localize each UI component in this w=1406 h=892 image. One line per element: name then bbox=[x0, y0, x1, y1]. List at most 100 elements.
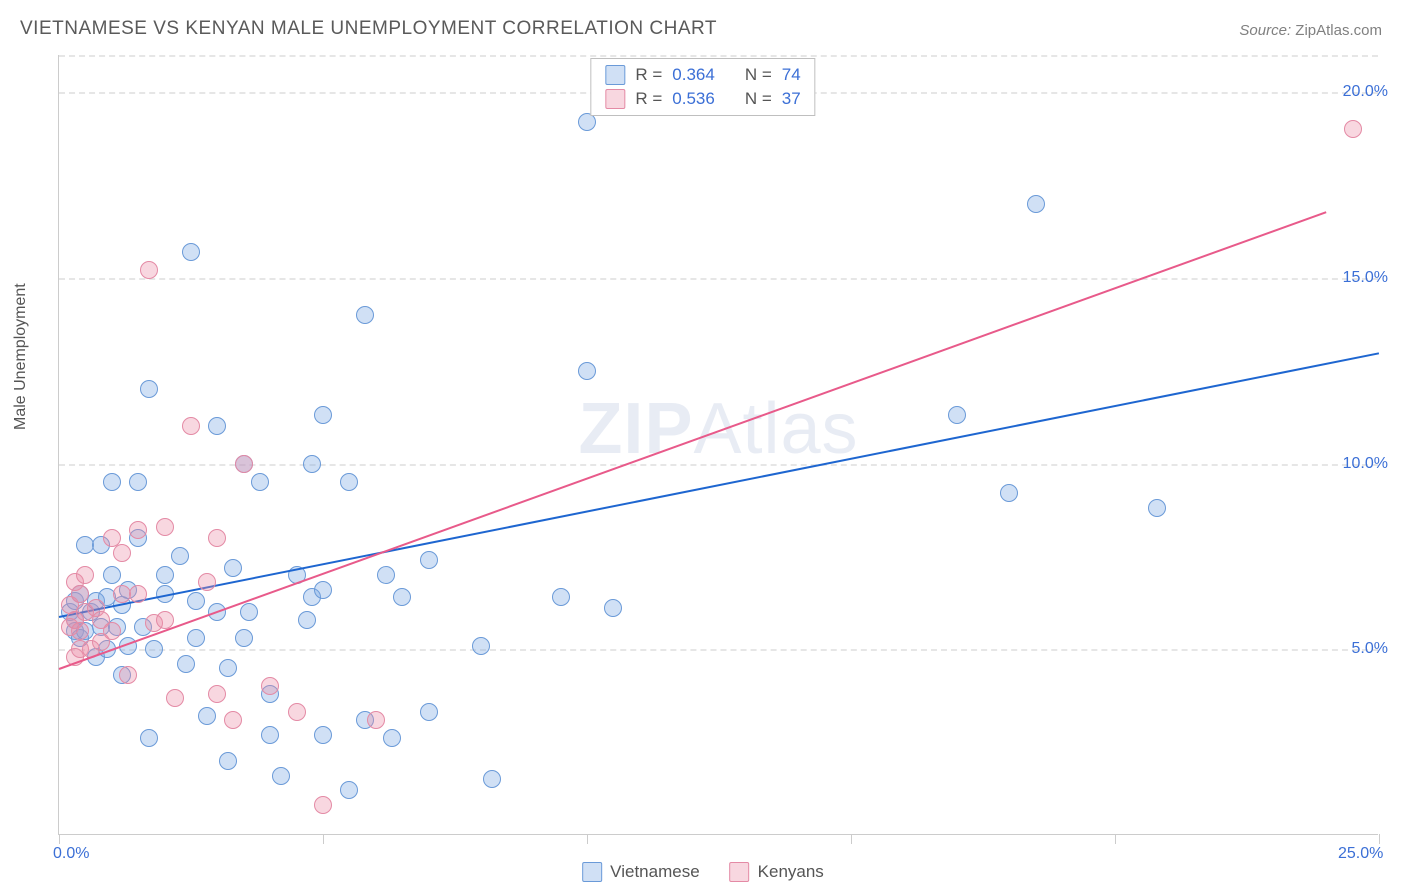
plot-area: ZIPAtlas bbox=[58, 55, 1378, 835]
data-point-kenyans bbox=[367, 711, 385, 729]
source-label: Source: bbox=[1239, 22, 1291, 39]
data-point-vietnamese bbox=[198, 707, 216, 725]
data-point-vietnamese bbox=[948, 406, 966, 424]
data-point-kenyans bbox=[235, 455, 253, 473]
data-point-vietnamese bbox=[578, 362, 596, 380]
x-tick-label: 25.0% bbox=[1338, 845, 1383, 863]
y-tick-label: 20.0% bbox=[1343, 83, 1388, 101]
watermark-bold: ZIP bbox=[578, 389, 693, 469]
correlation-legend: R = 0.364 N = 74 R = 0.536 N = 37 bbox=[590, 58, 815, 116]
data-point-kenyans bbox=[224, 711, 242, 729]
data-point-kenyans bbox=[182, 417, 200, 435]
data-point-vietnamese bbox=[472, 637, 490, 655]
data-point-vietnamese bbox=[377, 566, 395, 584]
data-point-vietnamese bbox=[187, 592, 205, 610]
data-point-vietnamese bbox=[251, 473, 269, 491]
data-point-kenyans bbox=[103, 622, 121, 640]
data-point-kenyans bbox=[119, 666, 137, 684]
data-point-kenyans bbox=[113, 544, 131, 562]
data-point-kenyans bbox=[76, 566, 94, 584]
trendline-kenyans bbox=[59, 211, 1327, 670]
x-tick bbox=[1115, 834, 1116, 844]
data-point-vietnamese bbox=[103, 566, 121, 584]
r-value-vietnamese: 0.364 bbox=[672, 65, 715, 85]
source-name: ZipAtlas.com bbox=[1295, 22, 1382, 39]
y-axis-label: Male Unemployment bbox=[12, 283, 30, 430]
y-tick-label: 5.0% bbox=[1352, 640, 1388, 658]
legend-swatch-vietnamese bbox=[582, 862, 602, 882]
data-point-kenyans bbox=[314, 796, 332, 814]
data-point-vietnamese bbox=[314, 726, 332, 744]
gridline bbox=[59, 464, 1378, 466]
legend-row-kenyans: R = 0.536 N = 37 bbox=[605, 87, 800, 111]
data-point-vietnamese bbox=[340, 473, 358, 491]
data-point-vietnamese bbox=[340, 781, 358, 799]
x-tick bbox=[851, 834, 852, 844]
n-label: N = bbox=[745, 89, 772, 109]
x-tick bbox=[323, 834, 324, 844]
x-tick bbox=[1379, 834, 1380, 844]
n-value-vietnamese: 74 bbox=[782, 65, 801, 85]
gridline bbox=[59, 649, 1378, 651]
x-tick-label: 0.0% bbox=[53, 845, 89, 863]
chart-container: VIETNAMESE VS KENYAN MALE UNEMPLOYMENT C… bbox=[0, 0, 1406, 892]
data-point-vietnamese bbox=[1000, 484, 1018, 502]
data-point-kenyans bbox=[198, 573, 216, 591]
gridline bbox=[59, 278, 1378, 280]
data-point-vietnamese bbox=[208, 417, 226, 435]
data-point-kenyans bbox=[71, 622, 89, 640]
data-point-vietnamese bbox=[182, 243, 200, 261]
n-value-kenyans: 37 bbox=[782, 89, 801, 109]
data-point-vietnamese bbox=[314, 406, 332, 424]
data-point-kenyans bbox=[208, 685, 226, 703]
data-point-kenyans bbox=[288, 703, 306, 721]
legend-swatch-kenyans bbox=[605, 89, 625, 109]
data-point-vietnamese bbox=[171, 547, 189, 565]
data-point-kenyans bbox=[166, 689, 184, 707]
data-point-vietnamese bbox=[145, 640, 163, 658]
data-point-kenyans bbox=[1344, 120, 1362, 138]
r-value-kenyans: 0.536 bbox=[672, 89, 715, 109]
data-point-vietnamese bbox=[219, 752, 237, 770]
legend-swatch-kenyans bbox=[730, 862, 750, 882]
legend-swatch-vietnamese bbox=[605, 65, 625, 85]
data-point-vietnamese bbox=[393, 588, 411, 606]
data-point-vietnamese bbox=[483, 770, 501, 788]
data-point-vietnamese bbox=[383, 729, 401, 747]
data-point-vietnamese bbox=[140, 380, 158, 398]
data-point-vietnamese bbox=[240, 603, 258, 621]
source-attribution: Source: ZipAtlas.com bbox=[1239, 22, 1382, 39]
y-tick-label: 15.0% bbox=[1343, 269, 1388, 287]
data-point-vietnamese bbox=[224, 559, 242, 577]
chart-title: VIETNAMESE VS KENYAN MALE UNEMPLOYMENT C… bbox=[20, 18, 717, 40]
data-point-vietnamese bbox=[272, 767, 290, 785]
watermark-light: Atlas bbox=[693, 389, 858, 469]
data-point-kenyans bbox=[140, 261, 158, 279]
data-point-vietnamese bbox=[552, 588, 570, 606]
data-point-kenyans bbox=[129, 585, 147, 603]
data-point-vietnamese bbox=[420, 551, 438, 569]
data-point-kenyans bbox=[129, 521, 147, 539]
data-point-kenyans bbox=[156, 611, 174, 629]
data-point-vietnamese bbox=[129, 473, 147, 491]
series-legend: Vietnamese Kenyans bbox=[582, 862, 824, 882]
gridline bbox=[59, 55, 1378, 57]
y-tick-label: 10.0% bbox=[1343, 455, 1388, 473]
data-point-vietnamese bbox=[177, 655, 195, 673]
data-point-vietnamese bbox=[156, 566, 174, 584]
data-point-vietnamese bbox=[604, 599, 622, 617]
data-point-vietnamese bbox=[1027, 195, 1045, 213]
data-point-vietnamese bbox=[298, 611, 316, 629]
data-point-vietnamese bbox=[140, 729, 158, 747]
legend-row-vietnamese: R = 0.364 N = 74 bbox=[605, 63, 800, 87]
legend-label-kenyans: Kenyans bbox=[758, 862, 824, 882]
data-point-kenyans bbox=[261, 677, 279, 695]
data-point-kenyans bbox=[71, 585, 89, 603]
r-label: R = bbox=[635, 65, 662, 85]
data-point-vietnamese bbox=[187, 629, 205, 647]
legend-label-vietnamese: Vietnamese bbox=[610, 862, 699, 882]
n-label: N = bbox=[745, 65, 772, 85]
data-point-vietnamese bbox=[420, 703, 438, 721]
legend-item-vietnamese: Vietnamese bbox=[582, 862, 699, 882]
data-point-vietnamese bbox=[261, 726, 279, 744]
